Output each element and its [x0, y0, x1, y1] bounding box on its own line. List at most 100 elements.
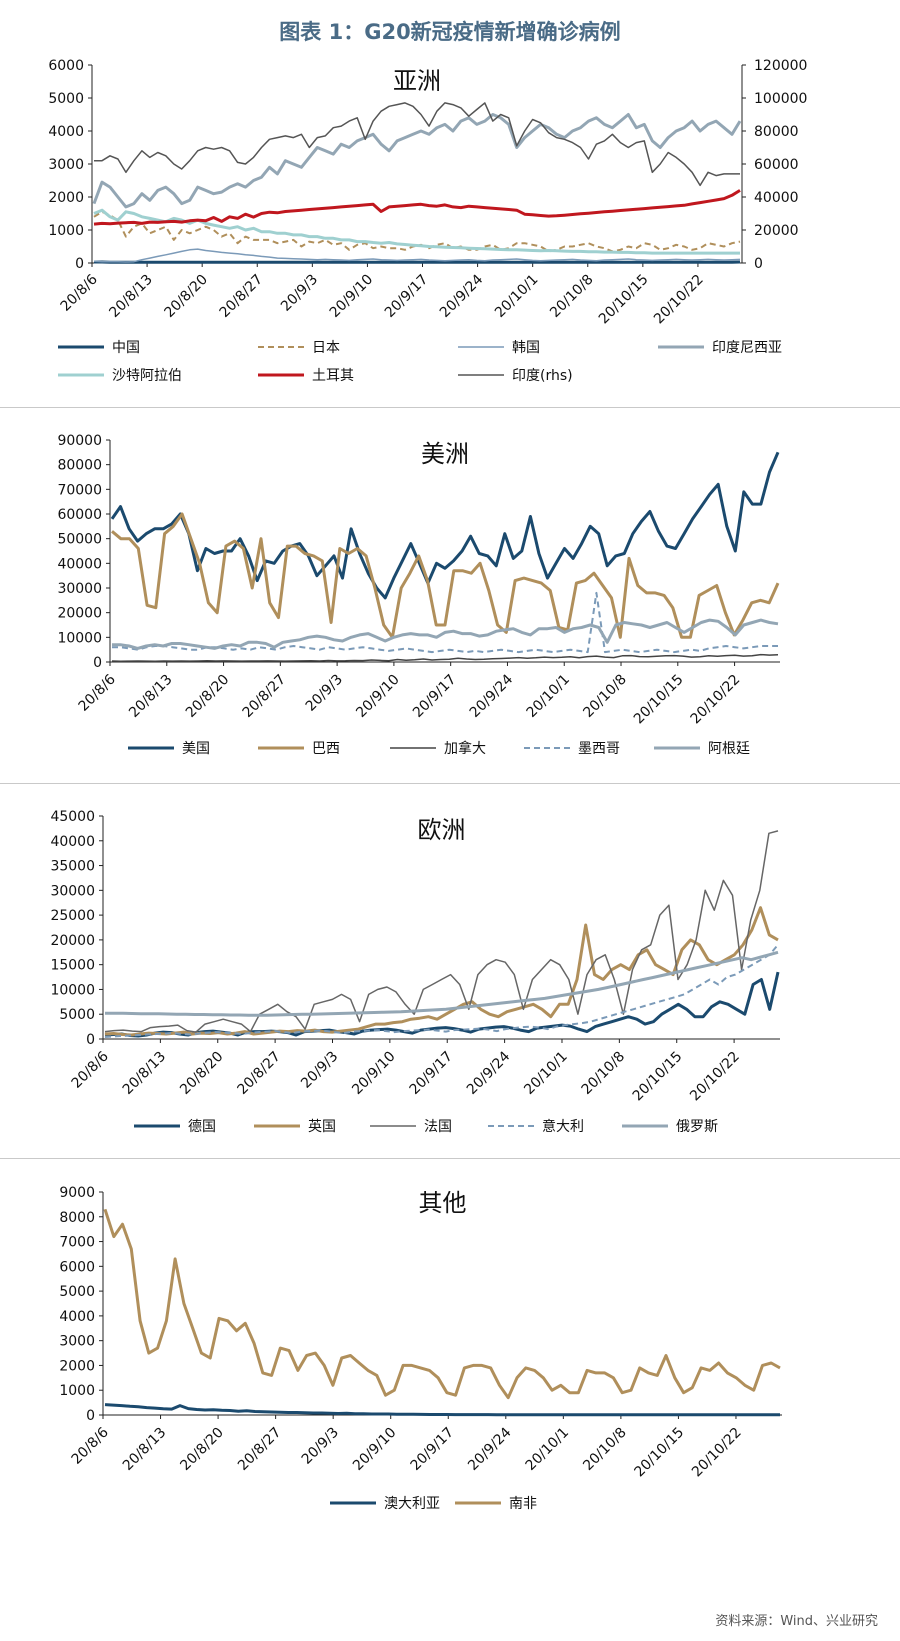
- y-tick-label: 70000: [57, 482, 102, 498]
- separator: [0, 407, 900, 408]
- panel-title: 其他: [419, 1189, 467, 1217]
- y-tick-label: 10000: [57, 630, 102, 646]
- x-tick-label: 20/10/22: [651, 272, 707, 328]
- y-tick-label: 4000: [59, 1309, 95, 1325]
- y2-tick-label: 0: [754, 256, 763, 272]
- y2-tick-label: 20000: [754, 223, 799, 239]
- y-tick-label: 0: [93, 655, 102, 671]
- legend-label: 意大利: [542, 1118, 584, 1135]
- y-tick-label: 2000: [59, 1358, 95, 1374]
- y-tick-label: 3000: [59, 1334, 95, 1350]
- panel-title: 美洲: [421, 440, 469, 468]
- x-tick-label: 20/9/10: [350, 1425, 399, 1474]
- legend-label: 加拿大: [444, 740, 486, 757]
- x-tick-label: 20/8/13: [120, 1425, 169, 1474]
- chart-other: 0 1000 2000 3000 4000 5000 6000 7000 8000 9000 20/…: [59, 1185, 782, 1512]
- y-tick-label: 6000: [59, 1259, 95, 1275]
- x-tick-label: 20/8/6: [76, 671, 119, 714]
- x-tick-label: 20/9/17: [408, 1425, 457, 1474]
- series-line-item-97e956fd: [93, 248, 741, 263]
- series-line-item-7f8e56fd: [110, 451, 780, 600]
- separator: [0, 1158, 900, 1159]
- y2-tick-label: 80000: [754, 124, 799, 140]
- x-tick-label: 20/10/8: [547, 272, 596, 321]
- y-tick-label: 25000: [50, 908, 95, 924]
- y-tick-label: 30000: [50, 883, 95, 899]
- x-tick-label: 20/8/20: [177, 1425, 226, 1474]
- x-tick-label: 20/9/3: [299, 1425, 342, 1468]
- x-tick-label: 20/8/27: [235, 1425, 284, 1474]
- y-tick-label: 0: [75, 256, 84, 272]
- legend-label: 南非: [509, 1496, 537, 1512]
- x-tick-label: 20/8/27: [240, 672, 289, 721]
- series-line-item-5fb756fd: [104, 971, 780, 1038]
- y-tick-label: 15000: [50, 958, 95, 974]
- x-tick-label: 20/9/24: [464, 1048, 514, 1098]
- x-tick-label: 20/9/17: [407, 1049, 456, 1098]
- x-tick-label: 20/10/8: [580, 672, 629, 721]
- x-tick-label: 20/10/15: [630, 1049, 686, 1105]
- source-note: 资料来源：Wind、兴业研究: [715, 1614, 878, 1629]
- panel-title: 欧洲: [418, 816, 466, 844]
- x-tick-label: 20/10/1: [524, 672, 573, 721]
- series-line-item-53705ea65c3c897f4e9a: [92, 113, 742, 209]
- y-tick-label: 10000: [50, 982, 95, 998]
- y2-tick-label: 100000: [754, 91, 807, 107]
- y-tick-label: 45000: [50, 809, 95, 825]
- x-tick-label: 20/8/13: [126, 672, 175, 721]
- series-line-item-53705ea62872687329: [94, 102, 740, 187]
- x-tick-label: 20/8/13: [106, 272, 155, 321]
- legend-label: 澳大利亚: [384, 1496, 440, 1512]
- x-tick-label: 20/8/27: [234, 1049, 283, 1098]
- x-tick-label: 20/10/22: [687, 1049, 743, 1105]
- x-tick-label: 20/10/8: [580, 1425, 629, 1474]
- x-tick-label: 20/10/15: [596, 272, 652, 328]
- x-tick-label: 20/10/15: [631, 1425, 687, 1481]
- legend-label: 俄罗斯: [676, 1119, 718, 1135]
- y-tick-label: 30000: [57, 581, 102, 597]
- series-line-item-6fb3592752294e9a: [104, 1403, 780, 1417]
- legend-label: 沙特阿拉伯: [112, 368, 182, 384]
- y-tick-label: 90000: [57, 433, 102, 449]
- series-line-item-6cd556fd: [104, 830, 779, 1033]
- y-tick-label: 2000: [48, 190, 84, 206]
- legend-label: 土耳其: [312, 368, 354, 384]
- y-tick-label: 7000: [59, 1235, 95, 1251]
- chart-asia: 0100020003000400050006000020000400006000…: [48, 58, 807, 384]
- x-tick-label: 20/8/13: [120, 1049, 169, 1098]
- y-tick-label: 20000: [57, 606, 102, 622]
- series-line-item-58a8897f54e5: [112, 591, 778, 654]
- x-tick-label: 20/9/10: [327, 272, 376, 321]
- series-line-item-5357975e: [103, 1208, 781, 1400]
- x-tick-label: 20/8/20: [177, 1049, 226, 1098]
- y-tick-label: 5000: [59, 1284, 95, 1300]
- legend-label: 印度(rhs): [512, 368, 573, 384]
- series-line-item-4fc47f5765af: [105, 950, 779, 1017]
- main-title: 图表 1：G20新冠疫情新增确诊病例: [279, 20, 621, 44]
- x-tick-label: 20/9/3: [303, 672, 346, 715]
- y-tick-label: 40000: [50, 834, 95, 850]
- x-tick-label: 20/9/10: [353, 672, 402, 721]
- series-line-item-52a062ff5927: [111, 653, 779, 663]
- x-tick-label: 20/9/17: [410, 672, 459, 721]
- series-line-item-571f80335176: [93, 189, 741, 226]
- y2-tick-label: 40000: [754, 190, 799, 206]
- x-tick-label: 20/8/6: [69, 1424, 112, 1467]
- x-tick-label: 20/9/10: [349, 1049, 398, 1098]
- panel-title: 亚洲: [393, 67, 441, 95]
- legend-label: 德国: [188, 1119, 216, 1135]
- x-tick-label: 20/8/27: [217, 272, 266, 321]
- x-tick-label: 20/9/24: [437, 271, 487, 321]
- x-tick-label: 20/9/24: [465, 1424, 515, 1474]
- legend-label: 印度尼西亚: [712, 340, 782, 356]
- x-tick-label: 20/10/22: [688, 672, 744, 728]
- x-tick-label: 20/9/24: [467, 671, 517, 721]
- y-tick-label: 0: [86, 1032, 95, 1048]
- y-tick-label: 5000: [48, 91, 84, 107]
- series-line-item-5df4897f: [111, 512, 780, 639]
- legend-label: 阿根廷: [708, 741, 750, 757]
- legend-label: 美国: [182, 741, 210, 757]
- legend-label: 中国: [112, 340, 140, 356]
- legend-label: 墨西哥: [578, 741, 620, 757]
- x-tick-label: 20/8/6: [58, 271, 101, 314]
